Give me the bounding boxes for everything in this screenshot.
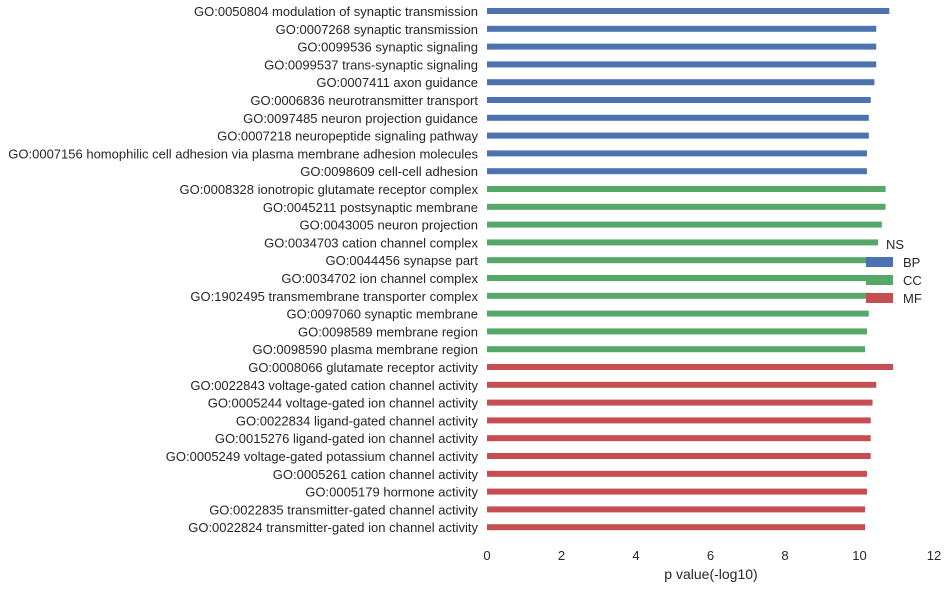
- legend-label-mf: MF: [903, 291, 922, 306]
- category-label: GO:0005261 cation channel activity: [273, 467, 479, 482]
- bar-bp-7: [487, 114, 869, 121]
- x-tick-label: 12: [927, 548, 941, 563]
- category-label: GO:0015276 ligand-gated ion channel acti…: [215, 431, 479, 446]
- category-label: GO:0007156 homophilic cell adhesion via …: [8, 146, 478, 161]
- category-label: GO:0005249 voltage-gated potassium chann…: [166, 449, 479, 464]
- x-tick-label: 10: [852, 548, 866, 563]
- bar-cc-9: [487, 328, 867, 335]
- x-tick-label: 6: [707, 548, 714, 563]
- bar-bp-5: [487, 79, 875, 86]
- x-tick-label: 0: [483, 548, 490, 563]
- x-axis: 0 2 4 6 8 10 12: [483, 548, 941, 563]
- bar-group: [487, 8, 894, 531]
- category-label: GO:0008328 ionotropic glutamate receptor…: [180, 182, 479, 197]
- bar-bp-6: [487, 97, 871, 103]
- category-label: GO:0006836 neurotransmitter transport: [250, 93, 478, 108]
- bar-cc-3: [487, 221, 882, 228]
- legend-swatch-bp: [866, 257, 893, 267]
- category-label: GO:0050804 modulation of synaptic transm…: [194, 4, 478, 19]
- category-label: GO:0022843 voltage-gated cation channel …: [190, 378, 478, 393]
- legend-title: NS: [886, 237, 904, 252]
- category-label: GO:0097485 neuron projection guidance: [243, 111, 478, 126]
- category-label: GO:0007268 synaptic transmission: [276, 22, 478, 37]
- bar-bp-9: [487, 150, 867, 157]
- legend-label-bp: BP: [903, 255, 920, 270]
- bar-mf-3: [487, 399, 873, 406]
- category-label: GO:0005244 voltage-gated ion channel act…: [208, 396, 479, 411]
- bar-mf-1: [487, 364, 894, 370]
- bar-mf-5: [487, 435, 871, 442]
- bar-bp-8: [487, 132, 869, 139]
- bar-bp-4: [487, 61, 877, 68]
- bar-cc-8: [487, 310, 869, 317]
- category-label: GO:0098609 cell-cell adhesion: [300, 164, 478, 179]
- bar-bp-3: [487, 43, 877, 50]
- category-label: GO:0044456 synapse part: [326, 253, 479, 268]
- bar-cc-4: [487, 239, 879, 246]
- bar-mf-8: [487, 488, 867, 495]
- bar-mf-2: [487, 381, 877, 388]
- legend: NS BP CC MF: [866, 237, 922, 306]
- category-label: GO:0099536 synaptic signaling: [297, 40, 478, 55]
- category-label: GO:0034703 cation channel complex: [264, 235, 478, 250]
- bar-cc-10: [487, 346, 866, 353]
- category-label: GO:0007218 neuropeptide signaling pathwa…: [217, 129, 478, 144]
- bar-mf-7: [487, 470, 867, 477]
- x-tick-label: 8: [781, 548, 788, 563]
- category-label: GO:0045211 postsynaptic membrane: [263, 200, 478, 215]
- bar-cc-5: [487, 257, 877, 264]
- legend-label-cc: CC: [903, 273, 922, 288]
- category-label: GO:0008066 glutamate receptor activity: [248, 360, 478, 375]
- category-labels: GO:0050804 modulation of synaptic transm…: [8, 4, 478, 535]
- category-label: GO:0098590 plasma membrane region: [253, 342, 478, 357]
- category-label: GO:1902495 transmembrane transporter com…: [190, 289, 478, 304]
- category-label: GO:0099537 trans-synaptic signaling: [264, 57, 478, 72]
- bar-cc-1: [487, 186, 886, 192]
- category-label: GO:0034702 ion channel complex: [281, 271, 478, 286]
- x-axis-label: p value(-log10): [664, 566, 757, 582]
- legend-swatch-cc: [866, 275, 893, 285]
- bar-mf-6: [487, 453, 871, 459]
- category-label: GO:0022834 ligand-gated channel activity: [236, 413, 479, 428]
- bar-mf-9: [487, 506, 866, 513]
- x-tick-label: 4: [632, 548, 639, 563]
- category-label: GO:0022835 transmitter-gated channel act…: [209, 502, 478, 517]
- category-label: GO:0022824 transmitter-gated ion channel…: [188, 520, 478, 535]
- category-label: GO:0097060 synaptic membrane: [287, 307, 479, 322]
- bar-mf-4: [487, 417, 871, 424]
- bar-bp-2: [487, 25, 877, 32]
- bar-mf-10: [487, 524, 866, 531]
- bar-bp-1: [487, 8, 890, 14]
- legend-swatch-mf: [866, 293, 893, 303]
- category-label: GO:0005179 hormone activity: [305, 485, 478, 500]
- category-label: GO:0007411 axon guidance: [316, 75, 478, 90]
- x-tick-label: 2: [558, 548, 565, 563]
- bar-cc-6: [487, 275, 873, 281]
- bar-bp-10: [487, 168, 867, 175]
- bar-cc-2: [487, 203, 886, 210]
- bar-cc-7: [487, 292, 871, 299]
- category-label: GO:0098589 membrane region: [298, 324, 478, 339]
- category-label: GO:0043005 neuron projection: [299, 218, 478, 233]
